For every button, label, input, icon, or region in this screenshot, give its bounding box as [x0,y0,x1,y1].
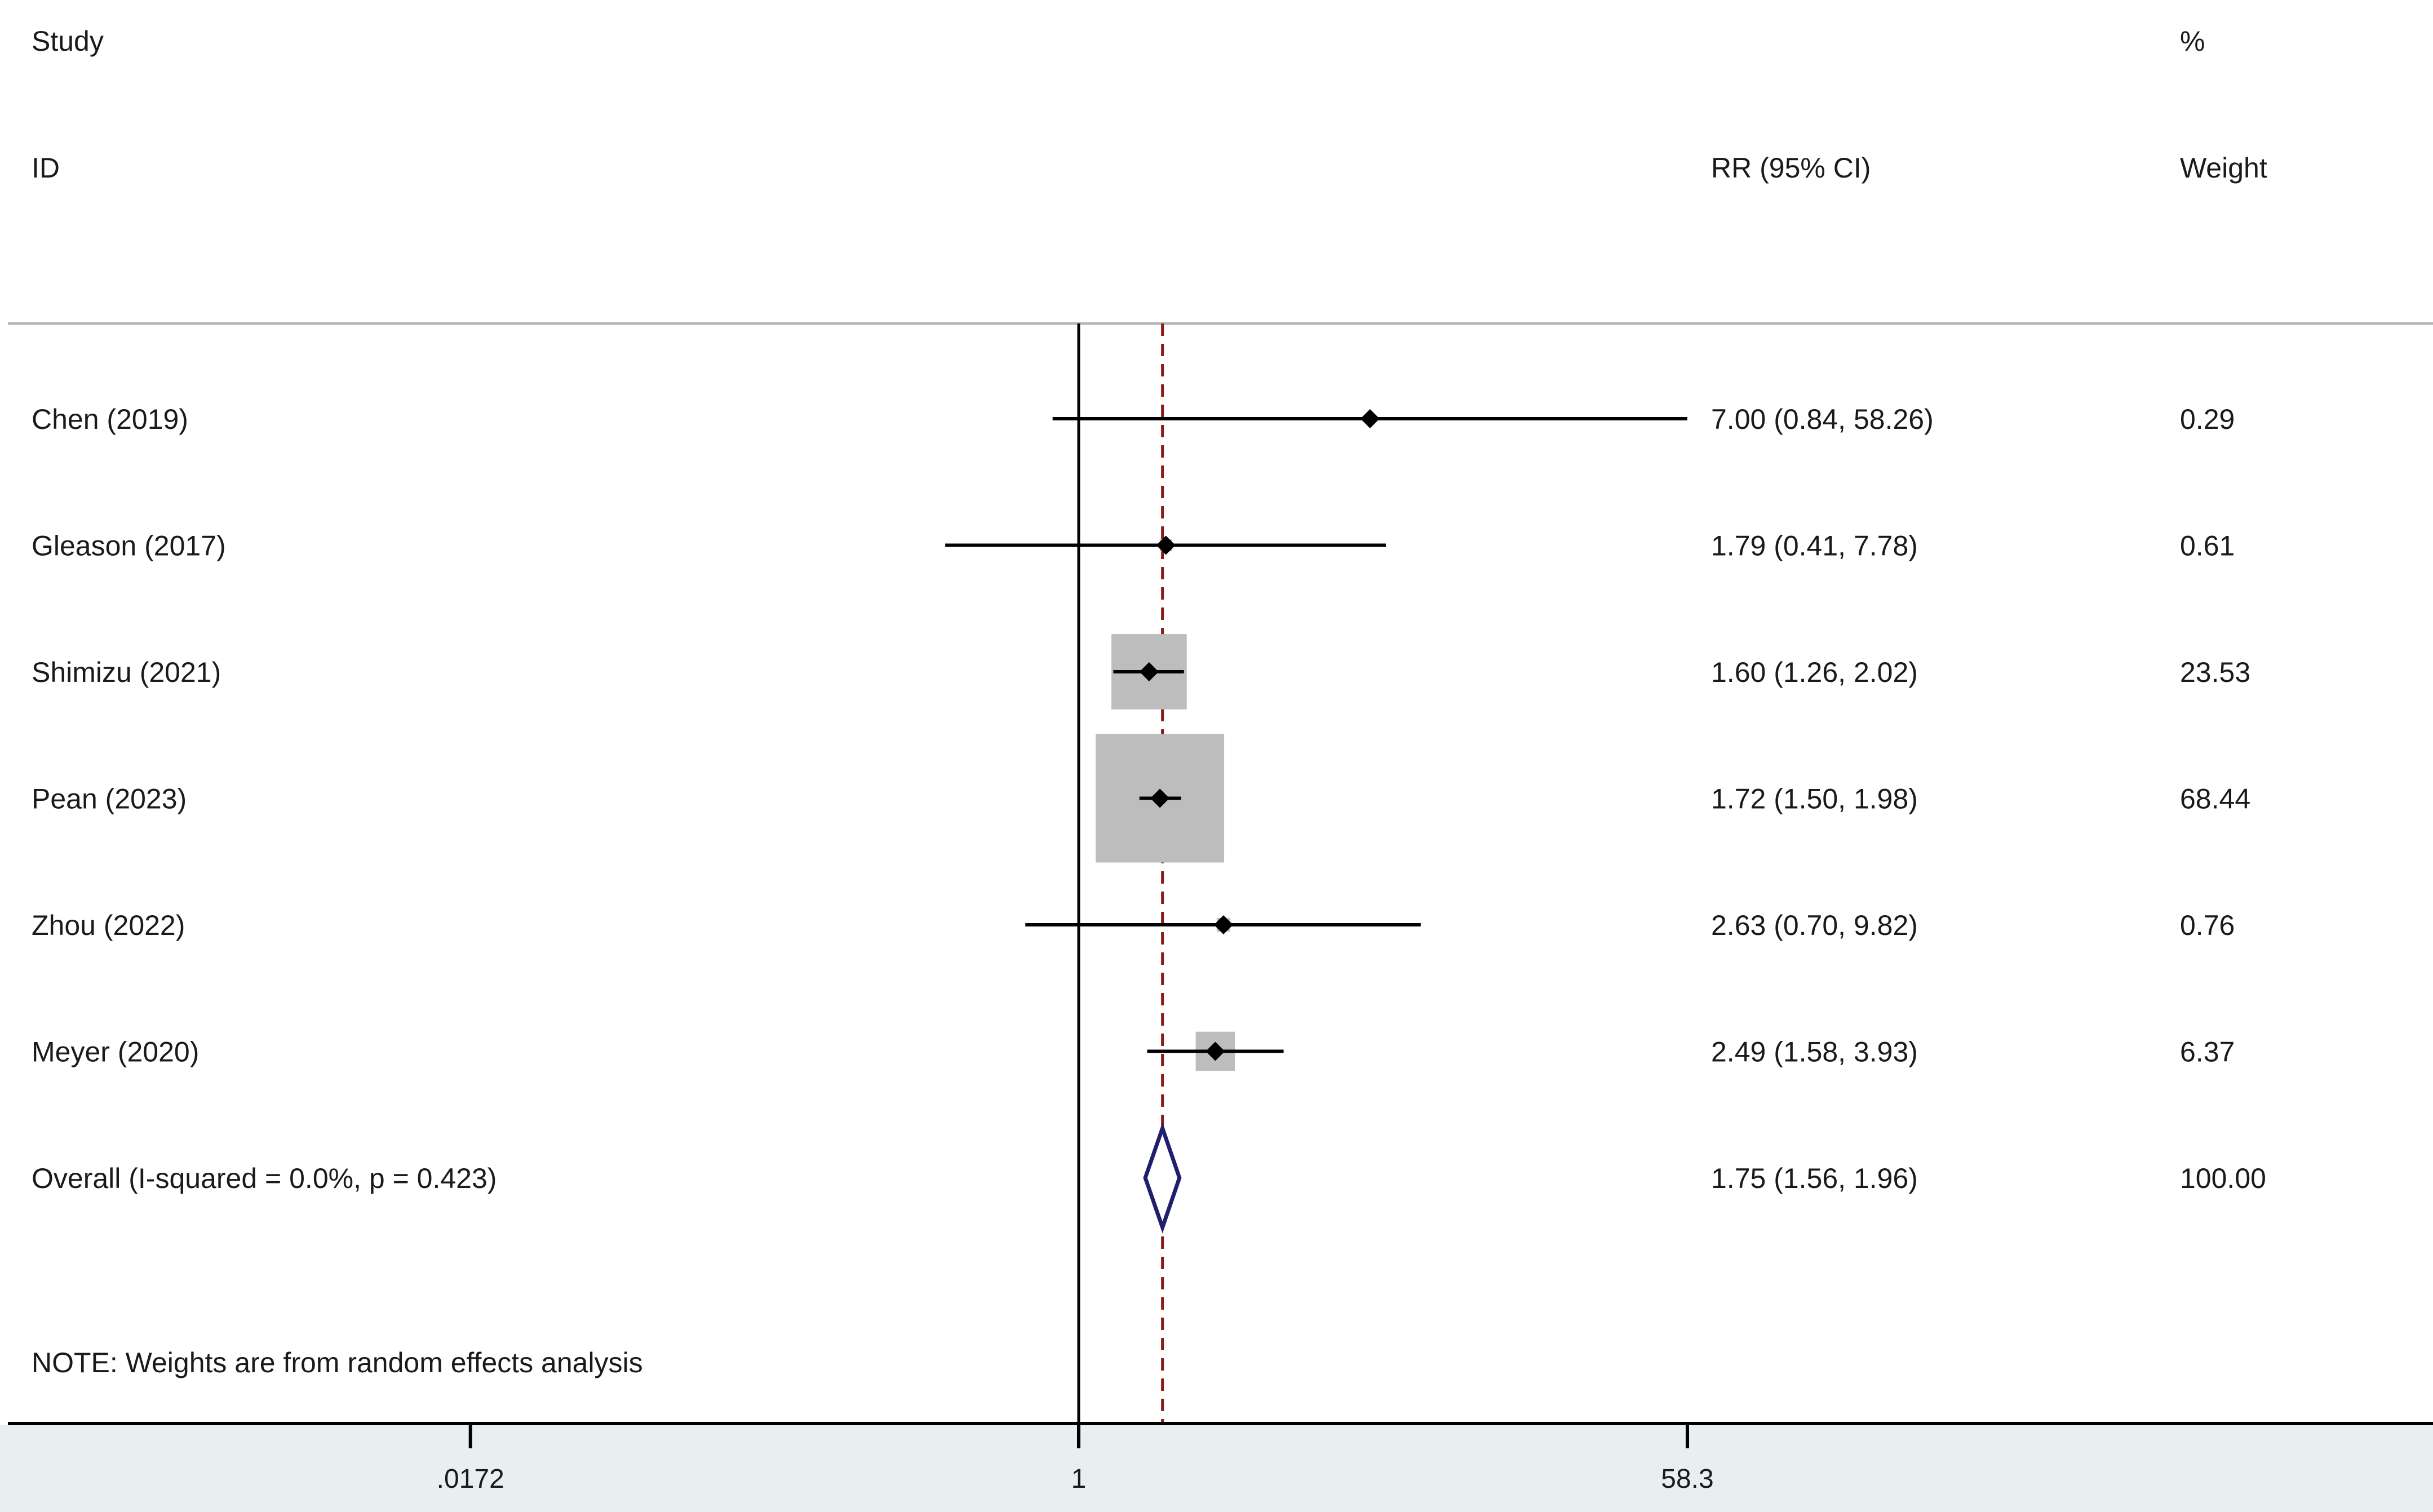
header-id: ID [32,152,60,184]
point-estimate [1156,535,1176,555]
header-effect: RR (95% CI) [1711,152,1871,184]
study-ci: 2.63 (0.70, 9.82) [1711,910,1918,941]
x-tick-label: 1 [1071,1464,1087,1494]
overall-label: Overall (I-squared = 0.0%, p = 0.423) [32,1163,497,1194]
footnote: NOTE: Weights are from random effects an… [32,1347,643,1378]
study-ci: 1.60 (1.26, 2.02) [1711,657,1918,688]
overall-diamond [1143,1122,1182,1234]
study-weight: 0.76 [2180,910,2235,941]
header-study: Study [32,25,104,57]
overall-ci: 1.75 (1.56, 1.96) [1711,1163,1918,1194]
x-axis-ticks: .0172 1 58.3 [437,1424,1714,1494]
study-ci: 1.79 (0.41, 7.78) [1711,530,1918,562]
study-weight: 68.44 [2180,783,2250,815]
overall-weight: 100.00 [2180,1163,2266,1194]
x-tick-label: 58.3 [1661,1464,1713,1494]
study-weight: 23.53 [2180,657,2250,688]
axis-band [0,1425,2433,1512]
study-ci: 2.49 (1.58, 3.93) [1711,1036,1918,1068]
study-label: Meyer (2020) [32,1036,199,1068]
study-ci: 7.00 (0.84, 58.26) [1711,404,1934,435]
study-label: Pean (2023) [32,783,187,815]
study-label: Chen (2019) [32,404,188,435]
point-estimate [1150,788,1170,808]
study-weight: 6.37 [2180,1036,2235,1068]
study-label: Shimizu (2021) [32,657,221,688]
study-label: Zhou (2022) [32,910,185,941]
study-label: Gleason (2017) [32,530,226,562]
header-percent: % [2180,25,2205,57]
point-estimate [1139,662,1159,681]
point-estimate [1213,915,1233,934]
header-weight: Weight [2180,152,2267,184]
plot-marks: Chen (2019) 7.00 (0.84, 58.26) 0.29 Gleason… [32,323,2266,1424]
study-weight: 0.61 [2180,530,2235,562]
x-tick-label: .0172 [437,1464,504,1494]
study-weight: 0.29 [2180,404,2235,435]
point-estimate [1360,409,1380,428]
point-estimate [1206,1041,1225,1061]
study-ci: 1.72 (1.50, 1.98) [1711,783,1918,815]
